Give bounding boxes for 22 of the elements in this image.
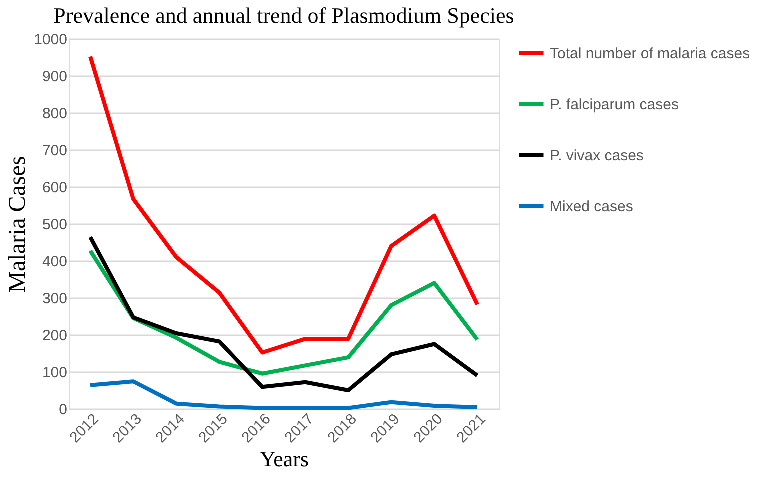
line-series — [88, 54, 480, 355]
x-axis-title: Years — [260, 446, 310, 472]
y-tick-label: 100 — [42, 364, 68, 382]
chart-title: Prevalence and annual trend of Plasmodium Species — [54, 3, 514, 28]
y-tick-label: 800 — [42, 106, 68, 122]
line-series — [88, 380, 480, 410]
line-series — [88, 235, 480, 392]
y-tick-label: 300 — [42, 290, 68, 308]
y-tick-label: 900 — [42, 68, 68, 86]
legend-label: Total number of malaria cases — [550, 46, 750, 62]
y-tick-label: 1000 — [34, 32, 68, 48]
y-tick-label: 500 — [42, 216, 68, 234]
y-tick-label: 400 — [42, 254, 68, 270]
line-series — [88, 249, 480, 376]
y-tick-label: 700 — [42, 142, 68, 160]
y-tick-label: 600 — [42, 180, 68, 196]
legend-label: Mixed cases — [550, 198, 634, 216]
legend-label: P. falciparum cases — [550, 96, 679, 114]
y-axis-title: Malaria Cases — [5, 156, 32, 293]
y-tick-label: 0 — [59, 402, 68, 418]
y-tick-label: 200 — [42, 328, 68, 344]
legend-label: P. vivax cases — [550, 148, 644, 164]
